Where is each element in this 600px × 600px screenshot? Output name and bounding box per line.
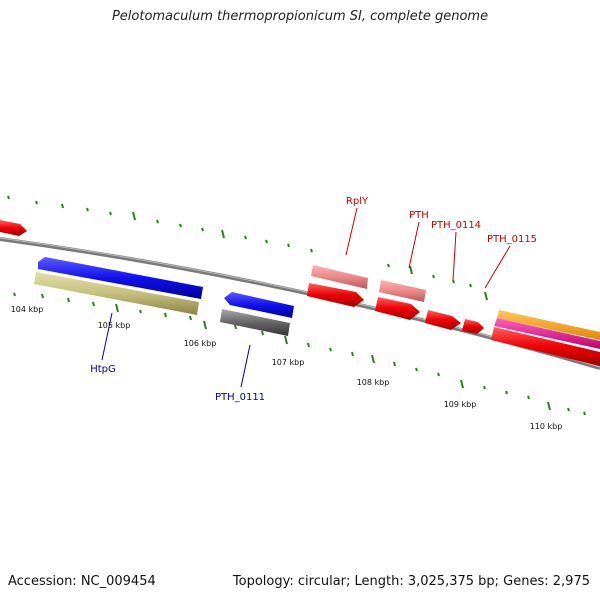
map-title: Pelotomaculum thermopropionicum SI, comp… [111, 9, 489, 24]
kbp-label-109: 109 kbp [444, 400, 477, 409]
gene-htpg-shadow-box[interactable] [34, 272, 199, 315]
bottom-label-leaders [101, 312, 251, 388]
genome-backbone [0, 237, 600, 370]
gene-pth0111-shadow-box[interactable] [220, 309, 290, 336]
gene-forward-magenta[interactable] [494, 318, 600, 349]
kbp-label-104: 104 kbp [11, 305, 44, 314]
gene-label-pth0115: PTH_0115 [487, 234, 537, 245]
kbp-label-107: 107 kbp [272, 358, 305, 367]
gene-htpg-arrow[interactable] [38, 257, 203, 299]
gene-label-pth0111: PTH_0111 [215, 392, 265, 403]
gene-pth0111-arrow[interactable] [224, 292, 294, 318]
gene-label-htpg: HtpG [90, 364, 116, 375]
gene-label-pth0114: PTH_0114 [431, 220, 481, 231]
accession-text: Accession: NC_009454 [8, 574, 156, 589]
lower-tick-track [13, 292, 586, 416]
gene-pth-box[interactable] [379, 280, 426, 302]
gene-label-rply: RplY [346, 196, 369, 207]
gene-red-arrow-1[interactable] [307, 283, 364, 307]
gene-label-pth: PTH [409, 210, 429, 221]
gene-forward-red-long[interactable] [491, 327, 600, 366]
kbp-label-106: 106 kbp [184, 339, 217, 348]
upper-tick-track [7, 195, 488, 301]
gene-red-arrow-4[interactable] [462, 319, 484, 334]
top-label-leaders [345, 207, 511, 289]
gene-rply-box[interactable] [311, 265, 368, 289]
gene-red-arrow-3[interactable] [425, 310, 461, 330]
gene-arrow-left-edge[interactable] [0, 220, 27, 236]
kbp-label-108: 108 kbp [357, 378, 390, 387]
topology-summary: Topology: circular; Length: 3,025,375 bp… [232, 574, 590, 589]
kbp-label-105: 105 kbp [98, 321, 131, 330]
gene-red-arrow-2[interactable] [375, 297, 420, 320]
gene-forward-orange[interactable] [497, 310, 600, 340]
kbp-label-110: 110 kbp [530, 422, 563, 431]
